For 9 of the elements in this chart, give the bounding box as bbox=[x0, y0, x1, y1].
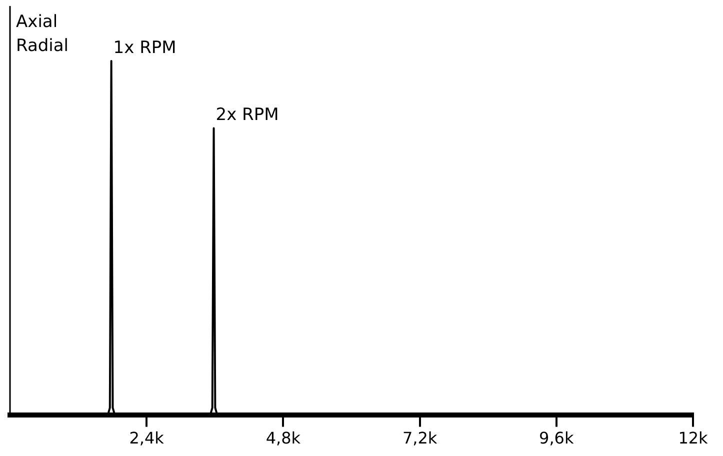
x-tick-label: 4,8k bbox=[266, 428, 302, 448]
text: Radial bbox=[16, 36, 69, 56]
text: Axial bbox=[16, 12, 58, 32]
x-tick-label: 2,4k bbox=[129, 428, 165, 448]
x-tick-label: 9,6k bbox=[539, 428, 574, 448]
annotation: 1x RPM bbox=[113, 38, 176, 58]
x-tick-label: 12k bbox=[678, 428, 709, 448]
annotation: 2x RPM bbox=[216, 105, 279, 126]
x-tick-label: 7,2k bbox=[402, 428, 438, 448]
